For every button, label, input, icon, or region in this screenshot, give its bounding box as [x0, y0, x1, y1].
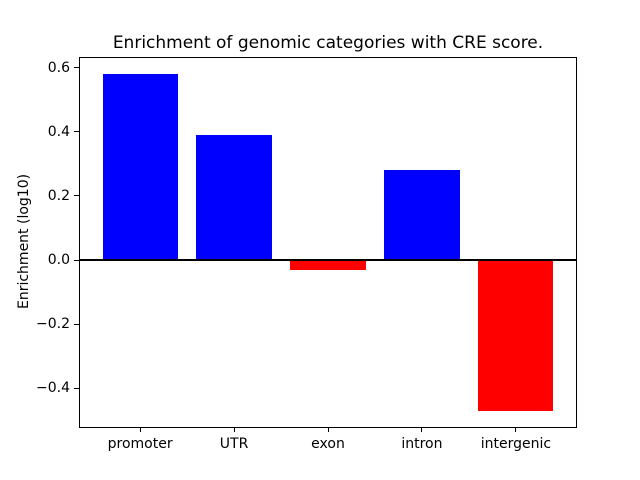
x-tick-label-promoter: promoter: [107, 436, 173, 452]
x-tick: [421, 427, 423, 432]
x-tick: [515, 427, 517, 432]
bar-UTR: [196, 135, 272, 261]
y-tick-label: −0.4: [36, 380, 70, 397]
y-tick-label: −0.2: [36, 316, 70, 333]
y-tick: [74, 323, 79, 325]
y-axis-label: Enrichment (log10): [16, 173, 32, 310]
x-tick: [327, 427, 329, 432]
zero-line: [80, 259, 576, 262]
bar-intergenic: [478, 260, 554, 411]
x-tick-label-intron: intron: [401, 436, 443, 452]
x-tick-label-exon: exon: [311, 436, 345, 452]
x-tick-label-UTR: UTR: [219, 436, 249, 452]
y-tick: [74, 67, 79, 69]
plot-area: −0.4 −0.2 0.0 0.2 0.4 0.6 promoter UTR exon intro…: [36, 57, 577, 452]
y-tick-label: 0.2: [47, 187, 70, 204]
y-tick-label: 0.6: [47, 59, 70, 76]
x-tick: [233, 427, 235, 432]
y-tick: [74, 259, 79, 261]
chart-title: Enrichment of genomic categories with CR…: [112, 33, 544, 53]
y-tick: [74, 387, 79, 389]
y-tick-label: 0.4: [47, 123, 70, 140]
bar-promoter: [102, 74, 178, 261]
y-tick: [74, 195, 79, 197]
x-tick-label-intergenic: intergenic: [480, 436, 552, 452]
bar-exon: [290, 260, 366, 270]
y-tick-label: 0.0: [47, 252, 70, 269]
bar-intron: [384, 170, 460, 261]
y-tick: [74, 131, 79, 133]
x-tick: [139, 427, 141, 432]
